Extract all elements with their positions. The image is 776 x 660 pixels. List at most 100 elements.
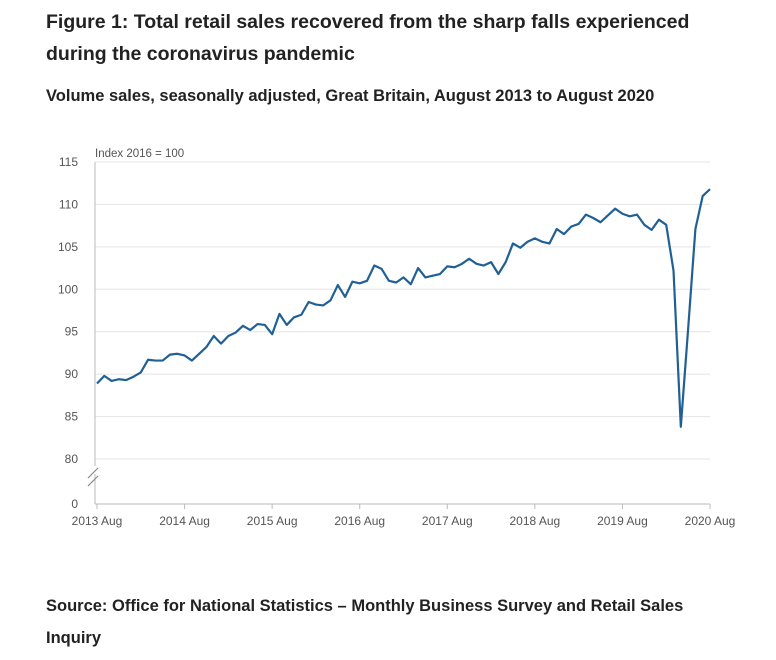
data-point[interactable] — [568, 223, 574, 229]
data-point[interactable] — [583, 212, 589, 218]
data-point[interactable] — [101, 373, 107, 379]
data-point[interactable] — [291, 314, 297, 320]
data-point[interactable] — [495, 271, 501, 277]
x-tick-label: 2018 Aug — [509, 514, 560, 528]
data-point[interactable] — [612, 206, 618, 212]
y-axis-ticks: 0 80 85 90 95 100 105 110 115 — [58, 155, 78, 511]
data-point[interactable] — [678, 424, 684, 430]
data-point[interactable] — [298, 312, 304, 318]
data-point[interactable] — [481, 263, 487, 269]
data-point[interactable] — [174, 351, 180, 357]
data-point[interactable] — [510, 240, 516, 246]
y-tick-label: 80 — [65, 452, 79, 466]
data-point[interactable] — [598, 219, 604, 225]
data-point[interactable] — [364, 278, 370, 284]
data-point[interactable] — [196, 351, 202, 357]
data-point[interactable] — [692, 226, 698, 232]
data-point[interactable] — [284, 322, 290, 328]
data-point[interactable] — [269, 331, 275, 337]
data-point[interactable] — [605, 212, 611, 218]
data-point[interactable] — [247, 327, 253, 333]
data-point[interactable] — [218, 341, 224, 347]
data-point[interactable] — [459, 261, 465, 267]
data-point[interactable] — [554, 226, 560, 232]
data-point[interactable] — [371, 263, 377, 269]
data-point[interactable] — [488, 259, 494, 265]
data-point[interactable] — [335, 282, 341, 288]
data-point[interactable] — [160, 358, 166, 364]
data-point[interactable] — [503, 259, 509, 265]
data-point[interactable] — [685, 326, 691, 332]
data-point[interactable] — [649, 227, 655, 233]
data-point[interactable] — [152, 358, 158, 364]
data-point[interactable] — [656, 217, 662, 223]
data-point[interactable] — [262, 322, 268, 328]
data-point[interactable] — [546, 240, 552, 246]
y-tick-label: 0 — [71, 497, 78, 511]
data-point[interactable] — [415, 265, 421, 271]
data-point[interactable] — [437, 271, 443, 277]
data-point[interactable] — [452, 264, 458, 270]
data-point[interactable] — [444, 263, 450, 269]
data-point[interactable] — [466, 256, 472, 262]
data-point[interactable] — [386, 278, 392, 284]
data-point[interactable] — [525, 239, 531, 245]
data-point[interactable] — [240, 323, 246, 329]
data-point[interactable] — [576, 221, 582, 227]
y-axis-unit-label: Index 2016 = 100 — [95, 148, 184, 160]
data-point[interactable] — [276, 311, 282, 317]
data-point[interactable] — [663, 222, 669, 228]
chart-title: Figure 1: Total retail sales recovered f… — [46, 11, 690, 65]
data-point[interactable] — [182, 352, 188, 358]
data-point[interactable] — [379, 266, 385, 272]
data-point[interactable] — [517, 245, 523, 251]
data-point[interactable] — [619, 211, 625, 217]
series-line-retail-sales — [96, 188, 711, 428]
data-point[interactable] — [671, 268, 677, 274]
data-point[interactable] — [225, 333, 231, 339]
data-point[interactable] — [641, 222, 647, 228]
data-point[interactable] — [233, 330, 239, 336]
data-point[interactable] — [203, 344, 209, 350]
data-point[interactable] — [700, 193, 706, 199]
data-point[interactable] — [109, 378, 115, 384]
data-point[interactable] — [320, 302, 326, 308]
data-point[interactable] — [473, 261, 479, 267]
data-point[interactable] — [342, 294, 348, 300]
data-point[interactable] — [189, 358, 195, 364]
data-point[interactable] — [138, 369, 144, 375]
data-point[interactable] — [430, 273, 436, 279]
data-point[interactable] — [393, 280, 399, 286]
data-point[interactable] — [408, 281, 414, 287]
chart-subtitle: Volume sales, seasonally adjusted, Great… — [46, 87, 655, 105]
data-point[interactable] — [357, 280, 363, 286]
y-tick-label: 110 — [59, 197, 78, 211]
x-tick-label: 2013 Aug — [72, 514, 123, 528]
data-point[interactable] — [328, 297, 334, 303]
data-point[interactable] — [349, 279, 355, 285]
data-point[interactable] — [532, 235, 538, 241]
data-point[interactable] — [123, 377, 129, 383]
data-point[interactable] — [422, 274, 428, 280]
y-tick-label: 100 — [58, 282, 78, 296]
data-point[interactable] — [634, 212, 640, 218]
data-point[interactable] — [167, 352, 173, 358]
data-point[interactable] — [116, 376, 122, 382]
data-point[interactable] — [130, 374, 136, 380]
data-point[interactable] — [627, 213, 633, 219]
x-tick-label: 2015 Aug — [247, 514, 298, 528]
data-point[interactable] — [255, 321, 261, 327]
data-point[interactable] — [94, 380, 100, 386]
data-point[interactable] — [313, 302, 319, 308]
data-point[interactable] — [306, 299, 312, 305]
data-point[interactable] — [401, 274, 407, 280]
data-point[interactable] — [211, 333, 217, 339]
source-note: Source: Office for National Statistics –… — [46, 597, 684, 647]
data-point[interactable] — [145, 357, 151, 363]
data-point[interactable] — [707, 186, 713, 192]
data-point[interactable] — [590, 215, 596, 221]
x-tick-label: 2016 Aug — [334, 514, 385, 528]
data-point[interactable] — [561, 231, 567, 237]
data-point[interactable] — [539, 239, 545, 245]
